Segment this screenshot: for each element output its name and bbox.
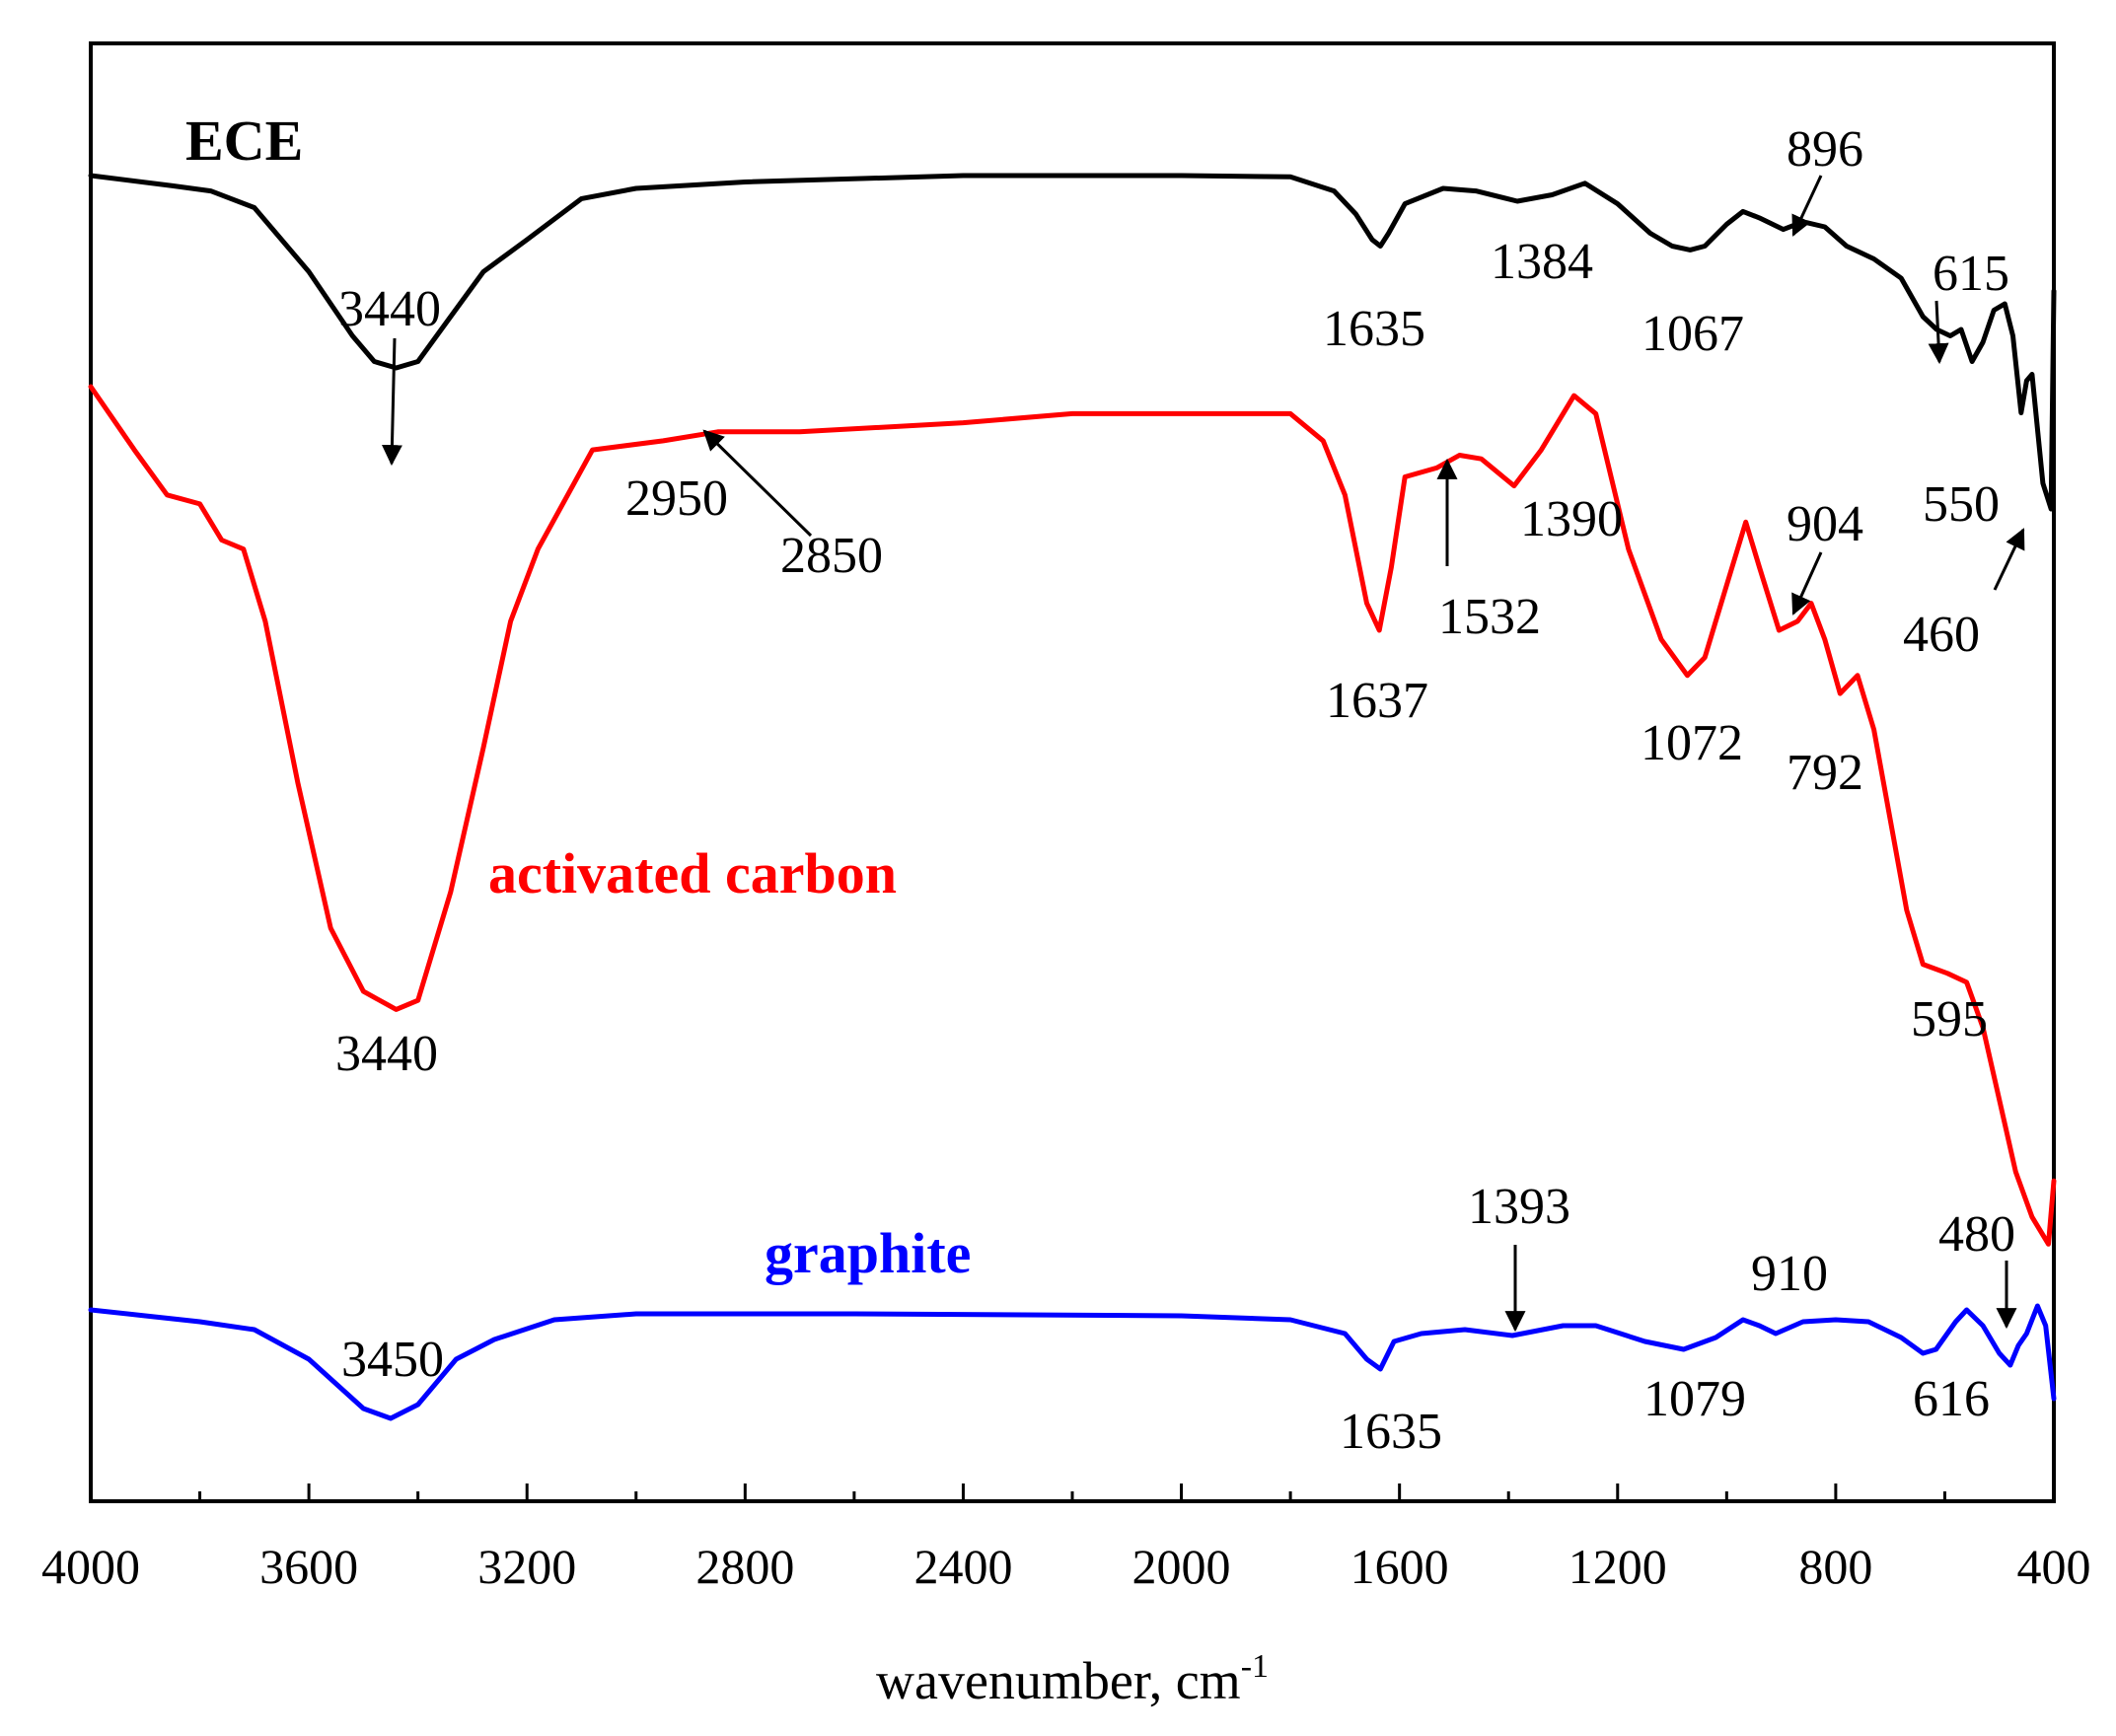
- x-axis-title-superscript: -1: [1241, 1648, 1269, 1685]
- x-tick-label: 400: [2017, 1539, 2091, 1594]
- peak-annotation: 792: [1787, 745, 1863, 801]
- x-tick-label: 2000: [1132, 1539, 1231, 1594]
- peak-annotation: 3440: [338, 281, 441, 467]
- peak-label: 615: [1933, 246, 2009, 302]
- peak-label: 3450: [341, 1332, 444, 1388]
- peak-annotation: 460: [1903, 528, 2025, 663]
- peak-label: 1384: [1491, 234, 1593, 290]
- series-label-graphite: graphite: [765, 1221, 971, 1285]
- peak-annotation: 1072: [1641, 715, 1743, 771]
- x-axis-title: wavenumber, cm-1: [876, 1648, 1269, 1710]
- peak-label: 792: [1787, 745, 1863, 801]
- series-line-graphite: [88, 1303, 2057, 1421]
- peak-label: 616: [1913, 1371, 1990, 1427]
- peak-label: 1637: [1326, 673, 1428, 729]
- peak-label: 1079: [1643, 1371, 1746, 1427]
- peak-label: 1390: [1520, 491, 1623, 547]
- x-tick-label: 3600: [259, 1539, 358, 1594]
- peak-arrow: [1791, 551, 1823, 615]
- peak-arrow: [381, 337, 402, 467]
- peak-annotation: 1079: [1643, 1371, 1746, 1427]
- x-tick-label: 4000: [41, 1539, 140, 1594]
- peak-annotation: 1635: [1323, 301, 1425, 357]
- peak-label: 460: [1903, 607, 1980, 663]
- peak-annotation: 616: [1913, 1371, 1990, 1427]
- x-tick-label: 2400: [913, 1539, 1012, 1594]
- x-axis-title-text: wavenumber, cm: [876, 1651, 1241, 1710]
- peak-label: 910: [1751, 1246, 1828, 1302]
- series-layer: [88, 173, 2057, 1421]
- series-line-activated-carbon: [88, 384, 2057, 1247]
- peak-label: 1072: [1641, 715, 1743, 771]
- peak-annotation: 910: [1751, 1246, 1828, 1302]
- peak-label: 1532: [1438, 589, 1541, 645]
- x-tick-label: 1600: [1350, 1539, 1449, 1594]
- peak-annotation: 1637: [1326, 673, 1428, 729]
- peak-arrow: [1928, 300, 1949, 365]
- peak-label: 904: [1787, 496, 1863, 552]
- x-tick-label: 800: [1798, 1539, 1872, 1594]
- series-label-ece: ECE: [185, 108, 303, 173]
- peak-label: 595: [1911, 991, 1988, 1048]
- series-label-activated-carbon: activated carbon: [488, 841, 897, 905]
- peak-annotation: 615: [1928, 246, 2009, 365]
- peak-arrow: [1791, 175, 1823, 237]
- x-tick-label: 2800: [695, 1539, 794, 1594]
- peak-label: 480: [1938, 1206, 2015, 1263]
- peak-annotation: 904: [1787, 496, 1863, 615]
- peak-annotation: 3440: [335, 1026, 438, 1082]
- peak-annotation: 550: [1923, 476, 2000, 533]
- peak-annotations: 3440 1635 1384 1067 896 615 550 460 3440 2950 2850…: [335, 121, 2025, 1460]
- peak-label: 1393: [1468, 1179, 1570, 1235]
- peak-label: 3440: [335, 1026, 438, 1082]
- peak-annotation: 2950: [625, 470, 728, 527]
- peak-annotation: 1384: [1491, 234, 1593, 290]
- peak-label: 2950: [625, 470, 728, 527]
- x-tick-label: 3200: [477, 1539, 576, 1594]
- peak-annotation: 1390: [1520, 491, 1623, 547]
- series-line-ece: [88, 173, 2057, 512]
- peak-annotation: 595: [1911, 991, 1988, 1048]
- peak-annotation: 480: [1938, 1206, 2017, 1330]
- peak-label: 2850: [780, 528, 883, 584]
- peak-label: 1067: [1642, 306, 1744, 362]
- peak-annotation: 3450: [341, 1332, 444, 1388]
- x-tick-label: 1200: [1569, 1539, 1667, 1594]
- peak-annotation: 2850: [702, 429, 883, 584]
- peak-annotation: 1635: [1340, 1404, 1442, 1460]
- peak-arrow: [1993, 528, 2025, 591]
- peak-annotation: 1393: [1468, 1179, 1570, 1333]
- peak-annotation: 1067: [1642, 306, 1744, 362]
- x-axis-ticks: 4000 3600 3200 2800 2400 2000 1600 1200 800 400: [41, 1483, 2091, 1594]
- peak-annotation: 1532: [1436, 458, 1541, 645]
- peak-label: 550: [1923, 476, 2000, 533]
- peak-arrow: [702, 429, 813, 538]
- peak-label: 3440: [338, 281, 441, 337]
- peak-label: 1635: [1323, 301, 1425, 357]
- peak-label: 896: [1787, 121, 1863, 178]
- peak-annotation: 896: [1787, 121, 1863, 237]
- peak-label: 1635: [1340, 1404, 1442, 1460]
